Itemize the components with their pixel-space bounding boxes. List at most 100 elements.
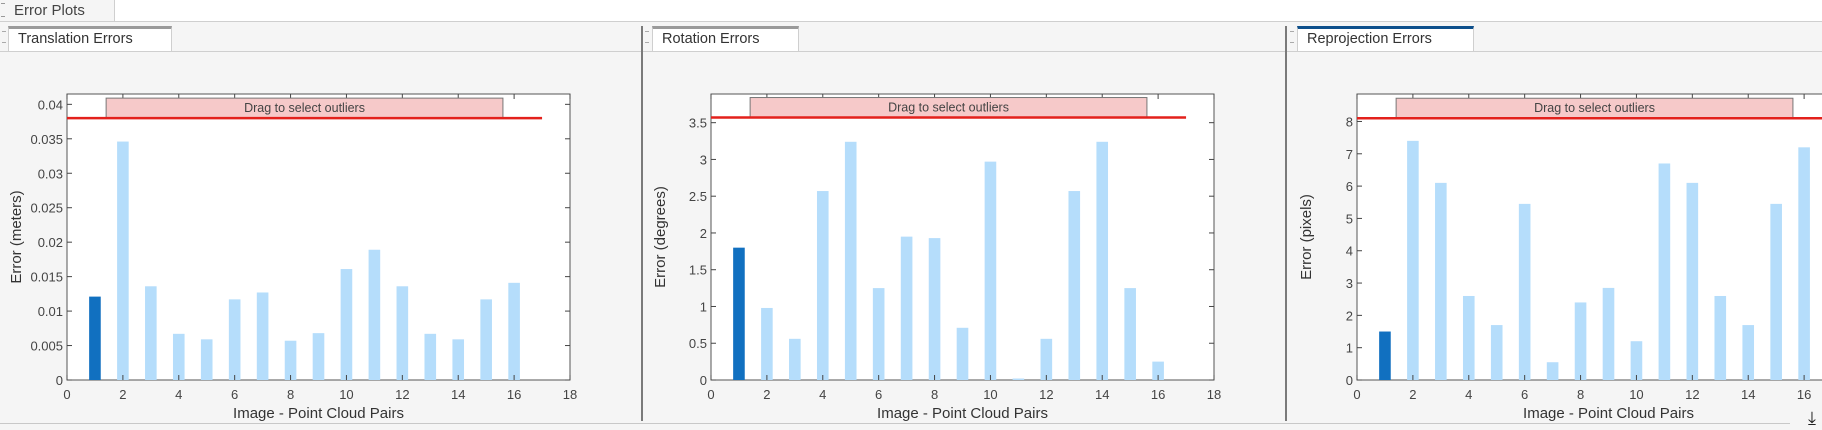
bar-7[interactable]: [256, 292, 269, 380]
x-tick-label: 12: [1685, 387, 1699, 402]
bar-10[interactable]: [1630, 341, 1643, 380]
y-tick-label: 7: [1346, 147, 1353, 162]
outlier-box-label: Drag to select outliers: [244, 101, 365, 115]
x-tick-label: 14: [451, 387, 465, 402]
bar-6[interactable]: [228, 299, 241, 380]
y-tick-label: 0.02: [38, 235, 63, 250]
bar-5[interactable]: [1490, 325, 1503, 380]
x-tick-label: 4: [819, 387, 826, 402]
bar-3[interactable]: [145, 286, 157, 380]
y-tick-label: 3.5: [689, 116, 707, 131]
tab-error-plots[interactable]: Error Plots: [0, 0, 115, 21]
y-tick-label: 0.5: [689, 336, 707, 351]
panel-splitter[interactable]: [641, 26, 643, 421]
bar-11[interactable]: [368, 249, 381, 380]
bar-1[interactable]: [733, 247, 745, 380]
main-tab-bar: Error Plots: [0, 0, 1822, 22]
outlier-box-label: Drag to select outliers: [1534, 101, 1655, 115]
y-tick-label: 0.01: [38, 304, 63, 319]
bar-12[interactable]: [1686, 182, 1699, 380]
bar-9[interactable]: [956, 327, 969, 380]
bar-6[interactable]: [1518, 203, 1531, 380]
y-tick-label: 0: [56, 373, 63, 388]
bar-15[interactable]: [1124, 288, 1136, 380]
status-divider: [0, 423, 1790, 424]
bar-4[interactable]: [1462, 295, 1475, 380]
x-tick-label: 4: [1465, 387, 1472, 402]
x-tick-label: 14: [1095, 387, 1109, 402]
bar-7[interactable]: [900, 236, 913, 380]
x-tick-label: 10: [339, 387, 353, 402]
x-tick-label: 8: [1577, 387, 1584, 402]
y-axis-label: Error (degrees): [652, 186, 669, 288]
bar-5[interactable]: [200, 339, 213, 380]
bar-8[interactable]: [284, 340, 297, 380]
bar-12[interactable]: [1040, 338, 1053, 380]
bar-13[interactable]: [1714, 295, 1727, 380]
bar-6[interactable]: [872, 288, 885, 380]
outlier-box-label: Drag to select outliers: [888, 101, 1009, 115]
bar-8[interactable]: [1574, 302, 1587, 380]
y-tick-label: 0.005: [30, 339, 63, 354]
y-tick-label: 5: [1346, 211, 1353, 226]
bar-10[interactable]: [340, 269, 353, 380]
x-tick-label: 6: [231, 387, 238, 402]
drag-grip-icon[interactable]: [1, 3, 5, 17]
export-download-icon[interactable]: ⤓: [1808, 408, 1816, 428]
bar-16[interactable]: [1798, 147, 1810, 380]
drag-grip-icon[interactable]: [645, 31, 649, 43]
x-tick-label: 10: [1629, 387, 1643, 402]
y-tick-label: 0.025: [30, 201, 63, 216]
y-tick-label: 4: [1346, 244, 1353, 259]
bar-15[interactable]: [1770, 203, 1782, 380]
bar-4[interactable]: [816, 191, 829, 380]
bar-14[interactable]: [1096, 141, 1109, 380]
bar-2[interactable]: [117, 141, 129, 380]
bar-16[interactable]: [1152, 361, 1164, 380]
y-tick-label: 6: [1346, 179, 1353, 194]
drag-grip-icon[interactable]: [1290, 31, 1294, 43]
x-tick-label: 18: [563, 387, 577, 402]
bar-9[interactable]: [1602, 287, 1615, 380]
chart-1: 0 2 4 6 8 10 12 14 16 18 0 0.5 1 1.5 2 2.5 3 3.5 Image - P…: [652, 93, 1221, 422]
panel-splitter[interactable]: [1285, 26, 1287, 421]
y-tick-label: 1: [1346, 341, 1353, 356]
bar-12[interactable]: [396, 286, 409, 380]
bar-2[interactable]: [1407, 140, 1419, 380]
bar-3[interactable]: [1435, 182, 1447, 380]
y-tick-label: 2.5: [689, 189, 707, 204]
tab-rotation-errors[interactable]: Rotation Errors: [652, 26, 799, 51]
y-tick-label: 0.015: [30, 270, 63, 285]
bar-10[interactable]: [984, 161, 997, 380]
tab-reprojection-errors[interactable]: Reprojection Errors: [1297, 26, 1474, 51]
tab-strip-divider: [643, 51, 1285, 52]
bar-1[interactable]: [89, 296, 101, 380]
bar-13[interactable]: [1068, 191, 1081, 380]
bar-5[interactable]: [844, 141, 857, 380]
drag-grip-icon[interactable]: [2, 31, 6, 43]
x-axis-label: Image - Point Cloud Pairs: [877, 405, 1048, 422]
bar-11[interactable]: [1012, 378, 1025, 380]
x-tick-label: 8: [931, 387, 938, 402]
bar-15[interactable]: [480, 299, 492, 380]
bar-16[interactable]: [508, 282, 520, 380]
x-tick-label: 16: [1151, 387, 1165, 402]
bar-9[interactable]: [312, 333, 325, 380]
bar-11[interactable]: [1658, 163, 1671, 380]
x-tick-label: 12: [395, 387, 409, 402]
bar-2[interactable]: [761, 307, 773, 380]
bar-3[interactable]: [789, 338, 801, 380]
x-tick-label: 2: [119, 387, 126, 402]
tab-translation-errors[interactable]: Translation Errors: [8, 26, 172, 51]
x-axis-label: Image - Point Cloud Pairs: [1523, 405, 1694, 422]
bar-13[interactable]: [424, 333, 437, 380]
bar-14[interactable]: [1742, 325, 1755, 380]
bar-1[interactable]: [1379, 331, 1391, 380]
bar-4[interactable]: [172, 333, 185, 380]
y-tick-label: 3: [700, 152, 707, 167]
y-tick-label: 0.035: [30, 132, 63, 147]
bar-14[interactable]: [452, 339, 465, 380]
bar-7[interactable]: [1546, 362, 1559, 380]
bar-8[interactable]: [928, 238, 941, 380]
